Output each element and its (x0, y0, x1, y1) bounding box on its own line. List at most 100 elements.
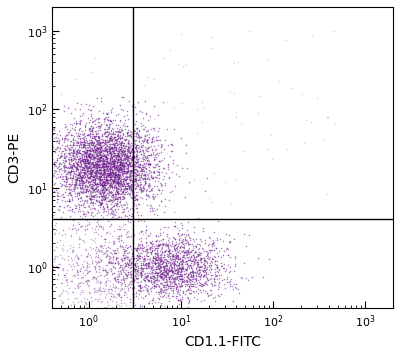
Point (122, 248, 128, 254)
Point (207, 247, 214, 253)
Point (144, 186, 150, 192)
Point (148, 251, 154, 256)
Point (198, 271, 204, 277)
Point (143, 110, 149, 116)
Point (92, 266, 99, 272)
Point (107, 150, 113, 156)
Point (88, 137, 94, 143)
Point (205, 293, 211, 299)
Point (90, 131, 96, 137)
Point (170, 261, 176, 267)
Point (157, 248, 163, 254)
Point (112, 163, 119, 169)
Point (140, 231, 146, 237)
Point (115, 141, 122, 147)
Point (101, 288, 108, 293)
Point (104, 180, 110, 186)
Point (111, 265, 118, 271)
Point (97, 152, 103, 158)
Point (109, 167, 116, 173)
Point (144, 182, 151, 188)
Point (82, 299, 88, 305)
Point (210, 240, 216, 246)
Point (204, 271, 211, 277)
Point (53, 284, 59, 290)
Point (113, 299, 119, 305)
Point (78, 161, 84, 167)
Point (179, 275, 185, 281)
Point (124, 255, 130, 260)
Point (134, 168, 140, 174)
Point (111, 305, 118, 311)
Point (132, 258, 139, 264)
Point (73, 295, 80, 300)
Point (70, 244, 77, 250)
Point (70, 150, 76, 156)
Point (94, 146, 100, 151)
Point (100, 156, 106, 162)
Point (111, 270, 118, 276)
Point (96, 150, 103, 155)
Point (170, 160, 176, 166)
Point (102, 180, 108, 186)
Point (114, 129, 121, 135)
Point (90, 213, 96, 219)
Point (111, 197, 118, 203)
Point (77, 304, 83, 310)
Point (108, 163, 114, 168)
Point (80, 132, 86, 138)
Point (87, 170, 94, 176)
Point (194, 277, 201, 283)
Point (102, 239, 108, 245)
Point (163, 241, 169, 247)
Point (159, 270, 165, 276)
Point (182, 283, 189, 289)
Point (179, 225, 185, 231)
Point (125, 137, 131, 142)
Point (66, 130, 72, 135)
Point (180, 268, 187, 274)
Point (124, 123, 130, 129)
Point (125, 157, 132, 162)
Point (255, 255, 261, 261)
Point (153, 257, 160, 262)
Point (168, 253, 175, 259)
Point (148, 244, 154, 250)
Point (124, 246, 130, 251)
Point (113, 188, 120, 194)
Point (156, 264, 163, 270)
Point (109, 261, 115, 266)
Point (129, 154, 135, 160)
Point (162, 180, 168, 185)
Point (81, 130, 87, 136)
Point (112, 146, 119, 152)
Point (116, 262, 123, 268)
Point (145, 193, 152, 199)
Point (59, 300, 65, 306)
Point (134, 276, 140, 281)
Point (86, 182, 93, 188)
Point (214, 265, 220, 270)
Point (159, 270, 165, 276)
Point (101, 169, 107, 175)
Point (289, 85, 295, 91)
Point (112, 193, 118, 199)
Point (176, 265, 182, 271)
Point (60, 148, 66, 153)
Point (130, 195, 136, 200)
Point (62, 187, 69, 192)
Point (71, 183, 78, 189)
Point (75, 139, 81, 145)
Point (137, 229, 144, 234)
Point (154, 212, 160, 218)
Point (127, 219, 133, 225)
Point (92, 150, 98, 156)
Point (122, 165, 129, 171)
Point (133, 270, 140, 276)
Point (168, 141, 174, 146)
Point (135, 241, 141, 247)
Point (130, 152, 136, 158)
Point (225, 262, 232, 268)
Point (141, 152, 148, 158)
Point (109, 259, 116, 265)
